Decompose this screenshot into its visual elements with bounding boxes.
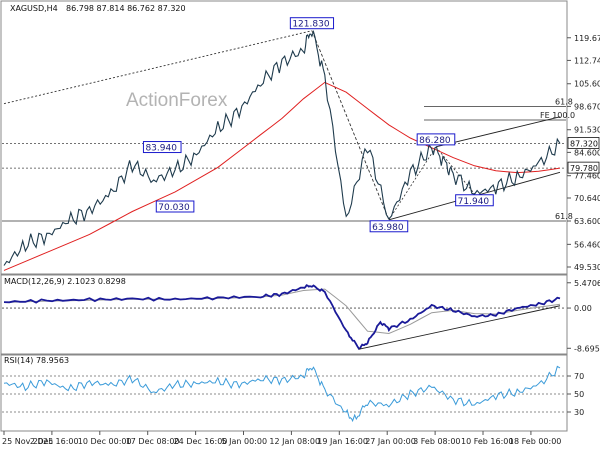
macd-line <box>3 284 561 350</box>
rsi-panel: RSI(14) 78.9563 70 50 30 <box>0 354 584 432</box>
price-annotation-box <box>142 141 182 154</box>
last-price-badge-box <box>567 137 600 149</box>
rsi-line <box>3 365 561 423</box>
upper-channel-line <box>435 116 561 148</box>
price-annotation-box <box>416 133 456 146</box>
x-tick-label: 10 Feb 16:00 <box>461 437 513 446</box>
long-term-trendline <box>3 30 313 105</box>
price-annotation-label: 86.280 <box>419 136 451 146</box>
price-y-tick-label: 56.460 <box>574 240 600 249</box>
rsi-panel-title: RSI(14) 78.9563 <box>4 356 69 365</box>
rsi-y-tick-label: 70 <box>574 372 584 381</box>
price-annotation-label: 83.940 <box>145 144 177 154</box>
rsi-y-tick-label: 30 <box>574 408 584 417</box>
price-panel: XAGUSD,H4 86.798 87.814 86.762 87.320 Ac… <box>0 0 600 275</box>
fib-level-label: FE 100.0 <box>540 111 575 120</box>
x-tick-label: 24 Dec 16:00 <box>174 437 228 446</box>
macd-y-tick-label: 0.00 <box>574 304 592 313</box>
price-annotation-box <box>289 17 335 30</box>
macd-y-tick-label: 5.4706 <box>574 279 600 288</box>
rsi-y-tick-label: 50 <box>574 390 584 399</box>
macd-signal-line <box>3 288 561 335</box>
price-y-tick-label: 70.640 <box>574 194 600 203</box>
price-annotation-label: 71.940 <box>458 197 490 207</box>
x-tick-label: 12 Jan 08:00 <box>269 437 320 446</box>
price-y-tick-label: 84.600 <box>574 148 600 157</box>
x-tick-label: 17 Dec 08:00 <box>126 437 180 446</box>
ohlc-header: 86.798 87.814 86.762 87.320 <box>66 4 186 13</box>
price-y-tick-label: 105.600 <box>574 80 600 89</box>
macd-y-tick-label: -8.6958 <box>574 344 600 353</box>
price-y-tick-label: 112.740 <box>574 56 600 65</box>
x-tick-label: 3 Feb 08:00 <box>413 437 460 446</box>
x-tick-label: 2 Dec 16:00 <box>30 437 79 446</box>
price-y-tick-label: 98.670 <box>574 102 600 111</box>
swing-line <box>388 146 437 220</box>
ma-value-badge-box <box>567 161 600 174</box>
x-tick-label: 18 Feb 00:00 <box>509 437 561 446</box>
price-y-tick-label: 63.600 <box>574 217 600 226</box>
watermark: ActionForex <box>126 90 228 111</box>
macd-panel: MACD(12,26,9) 2.1023 0.8298 5.4706 0.00 -8… <box>0 274 600 355</box>
price-line <box>3 29 561 266</box>
price-annotation-box <box>155 200 195 213</box>
decline-trendline <box>311 30 390 220</box>
moving-average-line <box>3 81 561 271</box>
price-y-tick-label: 77.460 <box>574 172 600 181</box>
price-y-tick-label: 49.530 <box>574 263 600 272</box>
price-annotation-label: 121.830 <box>292 20 329 30</box>
price-annotation-box <box>455 194 494 207</box>
ma-value-badge: 79.780 <box>570 164 598 173</box>
macd-panel-title: MACD(12,26,9) 2.1023 0.8298 <box>4 277 126 286</box>
price-annotation-label: 63.980 <box>372 223 404 233</box>
price-panel-title: XAGUSD,H4 <box>10 4 58 13</box>
price-annotation-box <box>369 220 409 233</box>
x-tick-label: 5 Jan 00:00 <box>222 437 268 446</box>
fib-level-label: 61.8 <box>555 212 573 221</box>
fib-level-label: 61.8 <box>555 97 573 106</box>
macd-trendline <box>358 305 561 350</box>
last-price-badge: 87.320 <box>570 139 598 148</box>
x-tick-label: 27 Jan 00:00 <box>365 437 416 446</box>
x-tick-label: 25 Nov 2025 <box>2 437 53 446</box>
x-tick-label: 10 Dec 00:00 <box>78 437 132 446</box>
price-annotation-label: 70.030 <box>158 203 190 213</box>
price-y-tick-label: 119.670 <box>574 34 600 43</box>
x-tick-label: 19 Jan 16:00 <box>317 437 368 446</box>
price-y-tick-label: 91.530 <box>574 126 600 135</box>
